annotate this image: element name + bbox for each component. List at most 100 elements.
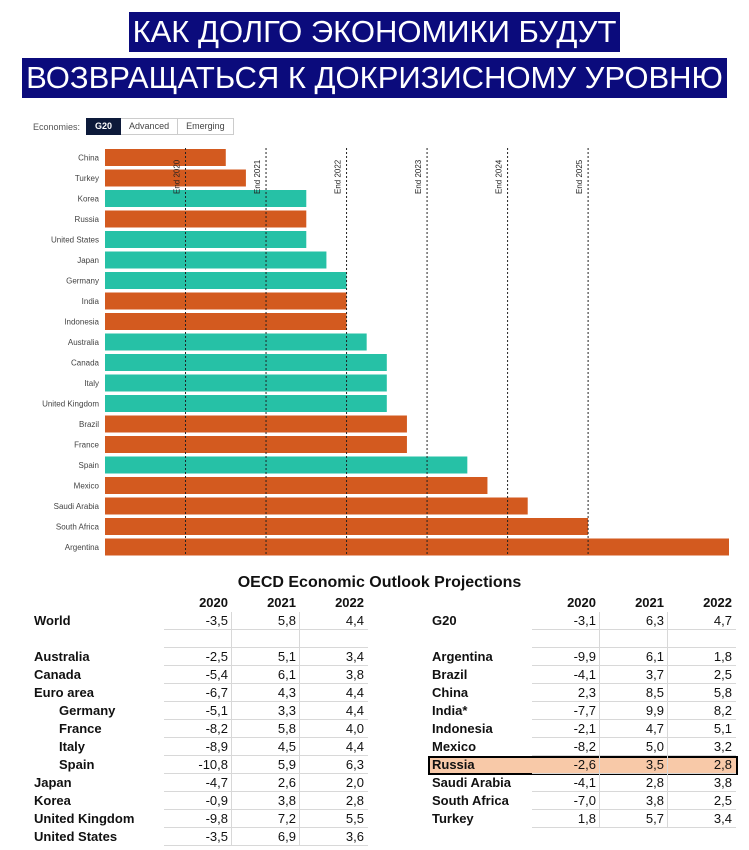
- category-label-japan: Japan: [77, 256, 99, 265]
- table-right: 2020 2021 2022 G20 -3,1 6,3 4,7 Argentina -9,9 6,…: [428, 594, 738, 850]
- left-row-value: 5,1: [277, 649, 296, 664]
- left-cell-border: [164, 612, 232, 630]
- right-row-value: 2,8: [713, 757, 732, 772]
- right-row-value: -2,1: [573, 721, 596, 736]
- right-cell-border: [532, 810, 600, 828]
- right-table-row: Argentina: [432, 648, 736, 666]
- category-label-australia: Australia: [68, 338, 100, 347]
- right-highlight-russia: [428, 756, 738, 775]
- left-row-value: 4,3: [277, 685, 296, 700]
- category-label-russia: Russia: [75, 215, 100, 224]
- left-cell-border: [232, 774, 300, 792]
- right-row-value: 5,8: [713, 685, 732, 700]
- left-row-value: -2,5: [205, 649, 228, 664]
- right-cell-border: [668, 648, 736, 666]
- bar-france: [105, 436, 407, 453]
- right-cell-border: [668, 612, 736, 630]
- right-cell-border: [532, 612, 600, 630]
- left-cell-border: [300, 666, 368, 684]
- left-table-row: Euro area: [34, 684, 368, 702]
- economies-option-emerging[interactable]: Emerging: [178, 118, 234, 135]
- left-cell-border: [300, 648, 368, 666]
- bar-russia: [105, 210, 307, 228]
- right-row-value: -7,0: [573, 793, 596, 808]
- bar-australia: [105, 333, 367, 351]
- right-row-name: Argentina: [432, 649, 493, 664]
- left-row-value: 3,6: [345, 829, 364, 844]
- right-row-name: Brazil: [432, 667, 468, 682]
- bar-spain: [105, 456, 468, 474]
- left-cell-border: [164, 684, 232, 702]
- right-cell-border: [668, 630, 736, 648]
- right-row-value: 3,8: [713, 775, 732, 790]
- right-row-name: G20: [432, 613, 457, 628]
- category-label-france: France: [74, 441, 99, 450]
- left-row-value: 2,0: [345, 775, 364, 790]
- economies-option-advanced[interactable]: Advanced: [121, 118, 179, 135]
- left-cell-border: [164, 648, 232, 666]
- right-row-value: -3,1: [573, 613, 596, 628]
- left-row-name: Germany: [59, 703, 116, 718]
- left-row-name: Canada: [34, 667, 81, 682]
- left-table-row: Spain: [34, 756, 368, 774]
- right-cell-border: [668, 810, 736, 828]
- left-row-value: 4,5: [277, 739, 296, 754]
- left-cell-border: [164, 756, 232, 774]
- right-row-value: 3,5: [645, 757, 664, 772]
- left-year-header-2021: 2021: [267, 595, 296, 610]
- left-cell-border: [300, 630, 368, 648]
- left-row-value: 6,9: [277, 829, 296, 844]
- bar-argentina: [105, 538, 729, 556]
- left-cell-border: [164, 774, 232, 792]
- reference-label-2024: End 2024: [495, 159, 504, 194]
- left-table-row: World: [34, 612, 368, 630]
- left-cell-border: [232, 720, 300, 738]
- bar-indonesia: [105, 313, 347, 330]
- right-row-value: 8,2: [713, 703, 732, 718]
- category-label-south-africa: South Africa: [56, 523, 100, 532]
- left-cell-border: [232, 666, 300, 684]
- economies-option-g20[interactable]: G20: [86, 118, 122, 135]
- left-table-row: France: [34, 720, 368, 738]
- bar-italy: [105, 374, 387, 392]
- right-row-name: Russia: [432, 757, 475, 772]
- table-left: 2020 2021 2022 World -3,5 5,8 4,4 Australia -2,5…: [34, 594, 368, 850]
- category-label-united-kingdom: United Kingdom: [42, 400, 99, 409]
- left-row-name: Italy: [59, 739, 86, 754]
- right-cell-border: [600, 612, 668, 630]
- bar-united-kingdom: [105, 395, 387, 412]
- left-table-row: Japan: [34, 774, 368, 792]
- left-row-value: -5,1: [205, 703, 228, 718]
- right-cell-border: [600, 720, 668, 738]
- left-row-value: 4,4: [345, 685, 364, 700]
- right-row-value: 3,2: [713, 739, 732, 754]
- right-cell-border: [532, 792, 600, 810]
- left-cell-border: [232, 684, 300, 702]
- category-label-indonesia: Indonesia: [64, 318, 99, 327]
- category-label-mexico: Mexico: [74, 482, 100, 491]
- left-cell-border: [232, 702, 300, 720]
- category-label-brazil: Brazil: [79, 420, 99, 429]
- right-row-value: 6,3: [645, 613, 664, 628]
- headline-text-2: ВОЗВРАЩАТЬСЯ К ДОКРИЗИСНОМУ УРОВНЮ: [22, 58, 727, 98]
- right-row-value: 3,4: [713, 811, 732, 826]
- right-row-value: 8,5: [645, 685, 664, 700]
- right-row-value: 4,7: [713, 613, 732, 628]
- bar-germany: [105, 272, 347, 289]
- left-row-value: 5,9: [277, 757, 296, 772]
- category-label-korea: Korea: [78, 195, 100, 204]
- right-row-value: -9,9: [573, 649, 596, 664]
- category-label-china: China: [78, 154, 99, 163]
- left-cell-border: [164, 810, 232, 828]
- left-cell-border: [232, 756, 300, 774]
- bar-canada: [105, 354, 387, 371]
- right-row-value: 4,7: [645, 721, 664, 736]
- bar-brazil: [105, 415, 407, 433]
- left-row-value: -9,8: [205, 811, 228, 826]
- left-row-name: Australia: [34, 649, 90, 664]
- left-year-header-2022: 2022: [335, 595, 364, 610]
- headline-text-1: КАК ДОЛГО ЭКОНОМИКИ БУДУТ: [128, 12, 621, 52]
- left-cell-border: [164, 630, 232, 648]
- right-cell-border: [600, 738, 668, 756]
- right-row-value: 3,7: [645, 667, 664, 682]
